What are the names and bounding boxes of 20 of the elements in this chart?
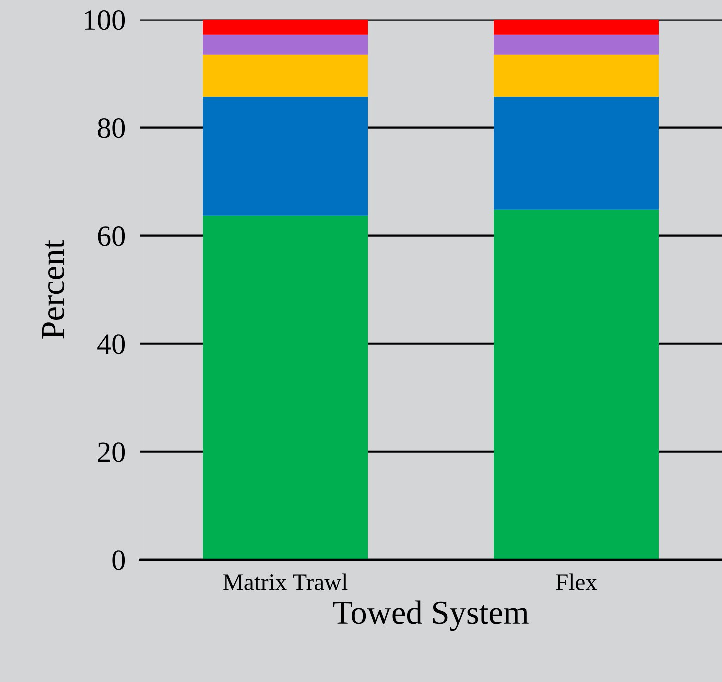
y-tick-label: 100 (84, 10, 126, 30)
bar (203, 34, 368, 55)
bar (494, 54, 660, 98)
bar (494, 210, 660, 560)
y-tick-label: 0 (112, 550, 126, 570)
bar (494, 97, 660, 210)
x-tick-label: Matrix Trawl (224, 574, 348, 590)
y-tick-label: 20 (98, 442, 126, 462)
bar (494, 20, 660, 35)
x-axis-title: Towed System (333, 600, 529, 632)
bar (494, 34, 660, 55)
y-tick-label: 60 (98, 226, 126, 246)
bar (203, 20, 368, 35)
bar (203, 216, 368, 560)
y-axis-title: Percent (42, 240, 65, 339)
y-tick-label: 40 (98, 334, 126, 354)
x-tick-label: Flex (556, 574, 598, 590)
bar (203, 54, 368, 98)
y-tick-label: 80 (98, 118, 126, 138)
bar (203, 97, 368, 216)
